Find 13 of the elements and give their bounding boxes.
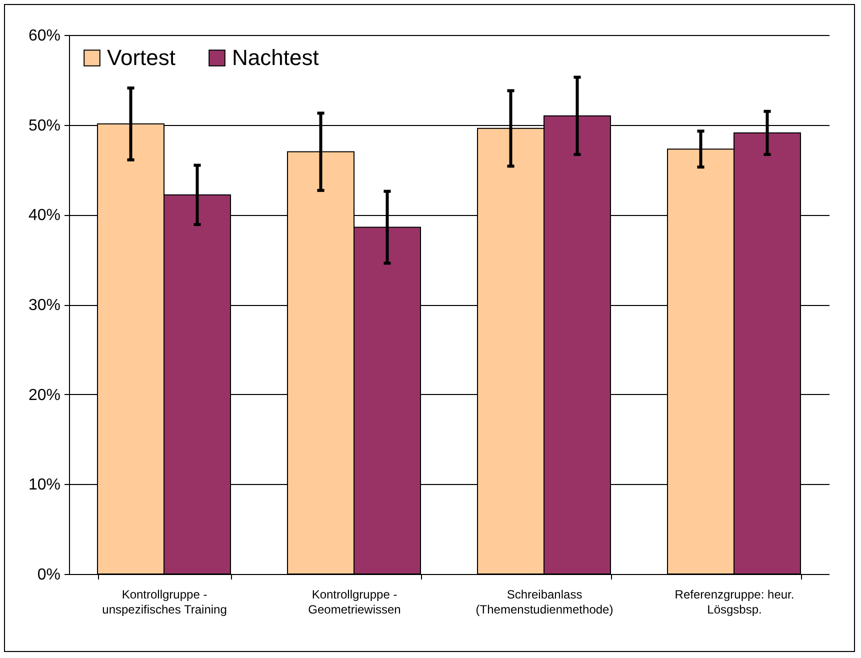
y-tick-label: 0% bbox=[37, 566, 60, 584]
y-tick-label: 40% bbox=[28, 207, 60, 224]
y-tick-label: 50% bbox=[28, 117, 60, 134]
legend-label: Nachtest bbox=[232, 45, 319, 70]
legend-label: Vortest bbox=[107, 45, 176, 70]
x-tick-label: Kontrollgruppe - unspezifisches Training bbox=[102, 588, 227, 616]
y-tick-label: 30% bbox=[28, 297, 60, 314]
x-tick-label: Referenzgruppe: heur. Lösgsbsp. bbox=[674, 588, 794, 616]
y-tick-label: 10% bbox=[28, 476, 60, 494]
y-tick-label: 20% bbox=[28, 386, 60, 404]
x-tick-label: Schreibanlass (Themenstudienmethode) bbox=[476, 588, 614, 616]
x-tick-label: Kontrollgruppe - Geometriewissen bbox=[308, 588, 401, 616]
y-tick-label: 60% bbox=[28, 28, 60, 44]
